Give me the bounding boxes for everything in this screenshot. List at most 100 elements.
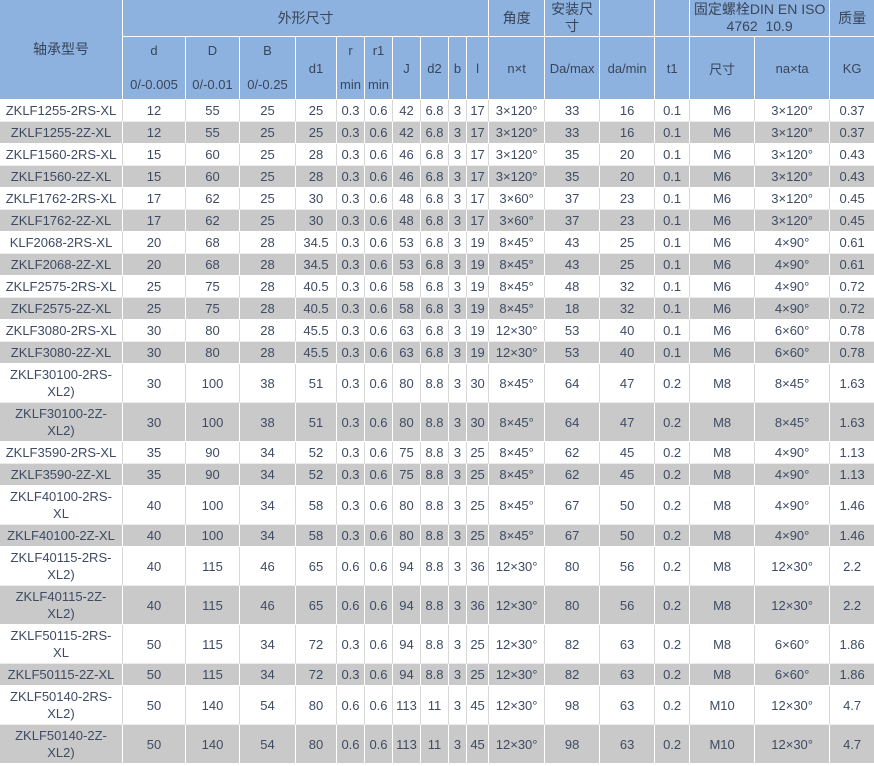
spec-value-cell: 12×30° xyxy=(755,547,831,586)
spec-value-cell: 58 xyxy=(393,298,421,320)
spec-value-cell: 80 xyxy=(393,486,421,525)
bearing-model-cell: ZKLF50140-2RS-XL2) xyxy=(0,686,123,725)
spec-value-cell: 33 xyxy=(545,122,601,144)
spec-value-cell: 58 xyxy=(393,276,421,298)
spec-value-cell: 3×120° xyxy=(755,188,831,210)
spec-value-cell: 6.8 xyxy=(421,342,449,364)
bearing-model-cell: ZKLF30100-2Z-XL2) xyxy=(0,403,123,442)
bearing-model-cell: ZKLF1255-2RS-XL xyxy=(0,100,123,122)
spec-value-cell: 0.43 xyxy=(830,144,874,166)
spec-value-cell: 6×60° xyxy=(755,320,831,342)
spec-value-cell: M6 xyxy=(690,320,756,342)
spec-value-cell: 56 xyxy=(600,547,656,586)
column-header-r1: r1 min xyxy=(365,37,393,100)
spec-value-cell: 12×30° xyxy=(489,725,546,763)
spec-value-cell: 34.5 xyxy=(296,254,337,276)
spec-value-cell: 63 xyxy=(600,686,656,725)
spec-value-cell: 3 xyxy=(449,254,467,276)
spec-value-cell: 17 xyxy=(467,100,490,122)
spec-value-cell: 0.6 xyxy=(337,547,365,586)
spec-value-cell: 25 xyxy=(467,664,490,686)
spec-value-cell: 58 xyxy=(296,486,337,525)
spec-value-cell: 8.8 xyxy=(421,403,449,442)
bearing-model-cell: ZKLF3590-2Z-XL xyxy=(0,464,123,486)
spec-value-cell: 33 xyxy=(545,100,601,122)
spec-value-cell: 0.6 xyxy=(365,403,393,442)
spec-value-cell: 62 xyxy=(545,442,601,464)
spec-value-cell: 6.8 xyxy=(421,232,449,254)
spec-value-cell: 30 xyxy=(123,342,186,364)
table-row: ZKLF40100-2RS-XL 40 100 34 58 0.3 0.6 80 8.8 3 25 8… xyxy=(0,486,874,525)
spec-value-cell: 0.3 xyxy=(337,625,365,664)
spec-value-cell: 0.3 xyxy=(337,342,365,364)
spec-value-cell: M6 xyxy=(690,210,756,232)
spec-value-cell: 3 xyxy=(449,686,467,725)
spec-value-cell: 0.6 xyxy=(365,166,393,188)
spec-value-cell: 3 xyxy=(449,276,467,298)
spec-value-cell: 52 xyxy=(296,464,337,486)
table-row: ZKLF1255-2Z-XL 12 55 25 25 0.3 0.6 42 6.8 3 17 3×12… xyxy=(0,122,874,144)
bearing-model-cell: ZKLF3590-2RS-XL xyxy=(0,442,123,464)
spec-value-cell: 3×60° xyxy=(489,210,546,232)
header-blank-cell-da-min xyxy=(600,0,656,37)
bearing-model-cell: KLF2068-2RS-XL xyxy=(0,232,123,254)
spec-value-cell: 46 xyxy=(393,144,421,166)
bearing-model-cell: ZKLF30100-2RS-XL2) xyxy=(0,364,123,403)
spec-value-cell: 90 xyxy=(186,442,240,464)
table-row: ZKLF40115-2Z-XL2) 40 115 46 65 0.6 0.6 94 8.8 3 36… xyxy=(0,586,874,625)
spec-value-cell: M8 xyxy=(690,403,756,442)
spec-value-cell: 8×45° xyxy=(489,403,546,442)
spec-value-cell: 63 xyxy=(600,664,656,686)
spec-value-cell: M8 xyxy=(690,586,756,625)
spec-value-cell: 3 xyxy=(449,210,467,232)
spec-value-cell: 23 xyxy=(600,210,656,232)
spec-value-cell: 0.2 xyxy=(655,364,691,403)
spec-value-cell: 82 xyxy=(545,664,601,686)
spec-value-cell: 0.6 xyxy=(365,486,393,525)
bearing-model-cell: ZKLF40115-2RS-XL2) xyxy=(0,547,123,586)
spec-value-cell: 34 xyxy=(240,525,296,547)
spec-value-cell: 0.3 xyxy=(337,364,365,403)
spec-value-cell: 8×45° xyxy=(489,232,546,254)
spec-value-cell: 28 xyxy=(240,342,296,364)
spec-value-cell: 0.3 xyxy=(337,442,365,464)
spec-value-cell: 47 xyxy=(600,364,656,403)
spec-value-cell: 30 xyxy=(123,320,186,342)
spec-value-cell: 3×120° xyxy=(489,100,546,122)
spec-value-cell: 40.5 xyxy=(296,298,337,320)
spec-value-cell: 12×30° xyxy=(489,625,546,664)
spec-value-cell: 6.8 xyxy=(421,298,449,320)
spec-value-cell: 8.8 xyxy=(421,486,449,525)
spec-value-cell: 6.8 xyxy=(421,320,449,342)
spec-value-cell: 6.8 xyxy=(421,276,449,298)
spec-value-cell: 20 xyxy=(123,232,186,254)
spec-value-cell: 48 xyxy=(393,188,421,210)
spec-value-cell: 8.8 xyxy=(421,547,449,586)
spec-value-cell: 75 xyxy=(186,298,240,320)
table-row: ZKLF30100-2Z-XL2) 30 100 38 51 0.3 0.6 80 8.8 3 30… xyxy=(0,403,874,442)
spec-value-cell: 0.6 xyxy=(365,122,393,144)
spec-value-cell: 3 xyxy=(449,525,467,547)
spec-value-cell: 0.61 xyxy=(830,254,874,276)
spec-value-cell: 55 xyxy=(186,122,240,144)
spec-value-cell: 12×30° xyxy=(755,686,831,725)
spec-value-cell: 50 xyxy=(123,725,186,763)
table-row: ZKLF3080-2Z-XL 30 80 28 45.5 0.3 0.6 63 6.8 3 19 12… xyxy=(0,342,874,364)
spec-value-cell: 30 xyxy=(296,210,337,232)
spec-value-cell: 98 xyxy=(545,686,601,725)
spec-value-cell: 3 xyxy=(449,625,467,664)
spec-value-cell: 65 xyxy=(296,547,337,586)
spec-value-cell: M6 xyxy=(690,166,756,188)
table-row: ZKLF2068-2Z-XL 20 68 28 34.5 0.3 0.6 53 6.8 3 19 8×… xyxy=(0,254,874,276)
spec-value-cell: 12×30° xyxy=(489,686,546,725)
spec-value-cell: 60 xyxy=(186,144,240,166)
spec-value-cell: M8 xyxy=(690,486,756,525)
spec-value-cell: 8×45° xyxy=(755,364,831,403)
column-header-nata: na×ta xyxy=(755,37,831,100)
spec-value-cell: 113 xyxy=(393,686,421,725)
column-header-l: l xyxy=(467,37,490,100)
spec-value-cell: 25 xyxy=(467,442,490,464)
spec-value-cell: 0.2 xyxy=(655,625,691,664)
spec-value-cell: M6 xyxy=(690,188,756,210)
